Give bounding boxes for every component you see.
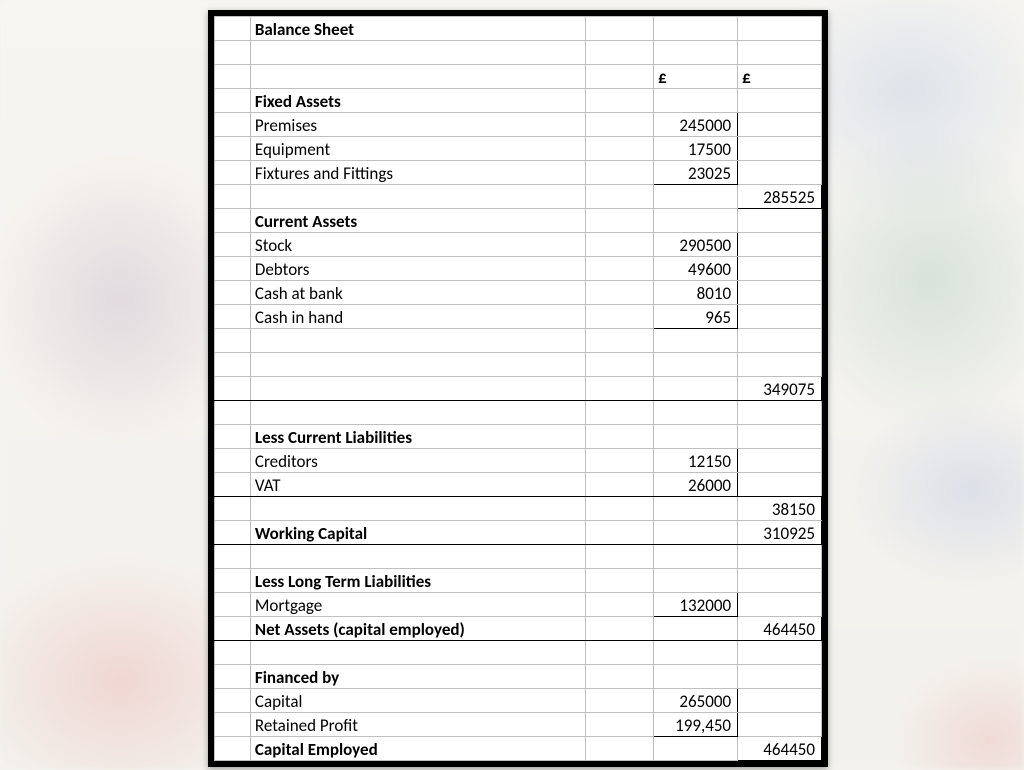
cash-at-bank-value: 8010 — [654, 281, 738, 305]
cash-in-hand-value: 965 — [654, 305, 738, 329]
stock-row: Stock 290500 — [215, 233, 822, 257]
equipment-label: Equipment — [250, 137, 586, 161]
working-capital-value: 310925 — [738, 521, 822, 545]
retained-profit-row: Retained Profit 199,450 — [215, 713, 822, 737]
capital-label: Capital — [250, 689, 586, 713]
blank-row — [215, 545, 822, 569]
debtors-value: 49600 — [654, 257, 738, 281]
stock-value: 290500 — [654, 233, 738, 257]
long-term-liabilities-heading: Less Long Term Liabilities — [250, 569, 586, 593]
balance-sheet-table: Balance Sheet £ £ Fixed Assets Premises … — [214, 16, 822, 761]
current-liabilities-heading-row: Less Current Liabilities — [215, 425, 822, 449]
fixed-assets-heading-row: Fixed Assets — [215, 89, 822, 113]
capital-row: Capital 265000 — [215, 689, 822, 713]
blank-row — [215, 641, 822, 665]
current-liabilities-total: 38150 — [738, 497, 822, 521]
debtors-row: Debtors 49600 — [215, 257, 822, 281]
fixtures-row: Fixtures and Fittings 23025 — [215, 161, 822, 185]
net-assets-row: Net Assets (capital employed) 464450 — [215, 617, 822, 641]
current-assets-heading-row: Current Assets — [215, 209, 822, 233]
mortgage-value: 132000 — [654, 593, 738, 617]
current-liabilities-total-row: 38150 — [215, 497, 822, 521]
fixtures-value: 23025 — [654, 161, 738, 185]
sheet-title: Balance Sheet — [250, 17, 586, 41]
working-capital-label: Working Capital — [250, 521, 586, 545]
premises-label: Premises — [250, 113, 586, 137]
blank-row — [215, 41, 822, 65]
blank-row — [215, 329, 822, 353]
working-capital-row: Working Capital 310925 — [215, 521, 822, 545]
currency-header-row: £ £ — [215, 65, 822, 89]
mortgage-row: Mortgage 132000 — [215, 593, 822, 617]
cash-at-bank-row: Cash at bank 8010 — [215, 281, 822, 305]
fixtures-label: Fixtures and Fittings — [250, 161, 586, 185]
vat-value: 26000 — [654, 473, 738, 497]
equipment-row: Equipment 17500 — [215, 137, 822, 161]
creditors-value: 12150 — [654, 449, 738, 473]
capital-employed-label: Capital Employed — [250, 737, 586, 761]
long-term-liabilities-heading-row: Less Long Term Liabilities — [215, 569, 822, 593]
vat-label: VAT — [250, 473, 586, 497]
stock-label: Stock — [250, 233, 586, 257]
currency-col-c: £ — [738, 65, 822, 89]
blank-row — [215, 401, 822, 425]
fixed-assets-total-row: 285525 — [215, 185, 822, 209]
mortgage-label: Mortgage — [250, 593, 586, 617]
capital-value: 265000 — [654, 689, 738, 713]
premises-value: 245000 — [654, 113, 738, 137]
retained-profit-label: Retained Profit — [250, 713, 586, 737]
retained-profit-value: 199,450 — [654, 713, 738, 737]
current-assets-heading: Current Assets — [250, 209, 586, 233]
balance-sheet-frame: Balance Sheet £ £ Fixed Assets Premises … — [208, 10, 828, 767]
net-assets-label: Net Assets (capital employed) — [250, 617, 586, 641]
debtors-label: Debtors — [250, 257, 586, 281]
capital-employed-row: Capital Employed 464450 — [215, 737, 822, 761]
creditors-label: Creditors — [250, 449, 586, 473]
blank-row — [215, 353, 822, 377]
financed-by-heading-row: Financed by — [215, 665, 822, 689]
capital-employed-value: 464450 — [738, 737, 822, 761]
current-assets-total: 349075 — [738, 377, 822, 401]
premises-row: Premises 245000 — [215, 113, 822, 137]
creditors-row: Creditors 12150 — [215, 449, 822, 473]
current-assets-total-row: 349075 — [215, 377, 822, 401]
title-row: Balance Sheet — [215, 17, 822, 41]
fixed-assets-total: 285525 — [738, 185, 822, 209]
vat-row: VAT 26000 — [215, 473, 822, 497]
current-liabilities-heading: Less Current Liabilities — [250, 425, 586, 449]
equipment-value: 17500 — [654, 137, 738, 161]
currency-col-b: £ — [654, 65, 738, 89]
cash-in-hand-label: Cash in hand — [250, 305, 586, 329]
cash-at-bank-label: Cash at bank — [250, 281, 586, 305]
net-assets-value: 464450 — [738, 617, 822, 641]
cash-in-hand-row: Cash in hand 965 — [215, 305, 822, 329]
fixed-assets-heading: Fixed Assets — [250, 89, 586, 113]
financed-by-heading: Financed by — [250, 665, 586, 689]
